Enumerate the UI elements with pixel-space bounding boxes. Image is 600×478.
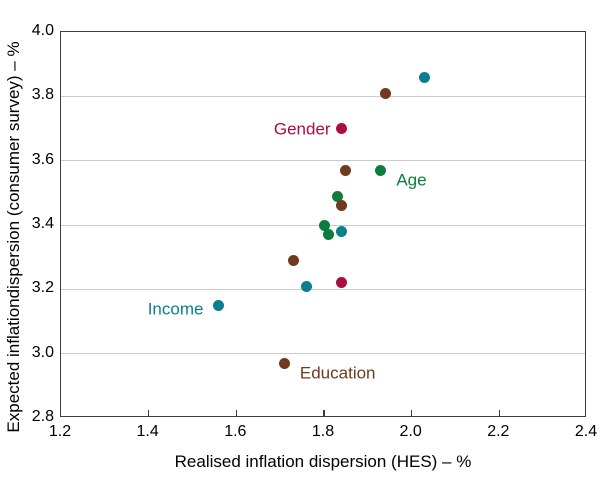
data-point-income [300,280,312,292]
data-point-education [287,254,299,266]
data-point-age [322,229,334,241]
gridline-y-3.6 [61,160,585,162]
data-point-education [340,164,352,176]
y-tick-label-3.0: 3.0 [31,343,54,361]
gridline-y-3.2 [61,288,585,290]
series-label-age: Age [396,170,427,190]
x-tick-label-2.4: 2.4 [574,423,598,440]
x-tick-mark-1.4 [147,410,150,416]
series-label-education: Education [299,363,376,383]
data-point-gender [336,123,348,134]
data-point-education [279,357,291,369]
x-tick-mark-2.0 [410,410,413,416]
x-tick-label-1.4: 1.4 [136,423,159,440]
x-tick-mark-2.2 [498,410,501,416]
y-tick-label-3.2: 3.2 [31,279,54,297]
data-point-age [331,190,343,202]
data-point-age [375,164,387,176]
data-point-income [213,299,225,311]
data-point-gender [336,277,348,289]
plot-area: Gender Age Income Education [60,31,586,417]
data-point-income [336,225,348,237]
x-tick-mark-1.8 [323,410,325,416]
y-tick-label-3.6: 3.6 [31,150,54,168]
gridline-y-3.8 [61,95,585,97]
y-tick-label-4.0: 4.0 [31,22,54,39]
data-point-education [336,200,348,212]
gridline-y-3.0 [61,353,585,355]
x-tick-mark-1.6 [235,410,238,416]
x-axis-label: Realised inflation dispersion (HES) – % [174,452,472,471]
x-tick-label-1.8: 1.8 [311,423,335,440]
y-tick-label-2.8: 2.8 [31,408,54,425]
series-label-gender: Gender [273,119,331,138]
series-label-income: Income [147,299,204,319]
data-point-income [419,71,431,83]
data-point-education [379,87,391,99]
x-tick-label-2.2: 2.2 [487,423,510,440]
x-tick-label-1.6: 1.6 [224,423,247,440]
data-point-age [318,219,330,231]
x-tick-label-1.2: 1.2 [48,423,72,440]
y-tick-label-3.8: 3.8 [31,86,54,104]
x-tick-label-2.0: 2.0 [399,423,422,440]
y-tick-label-3.4: 3.4 [31,215,54,232]
